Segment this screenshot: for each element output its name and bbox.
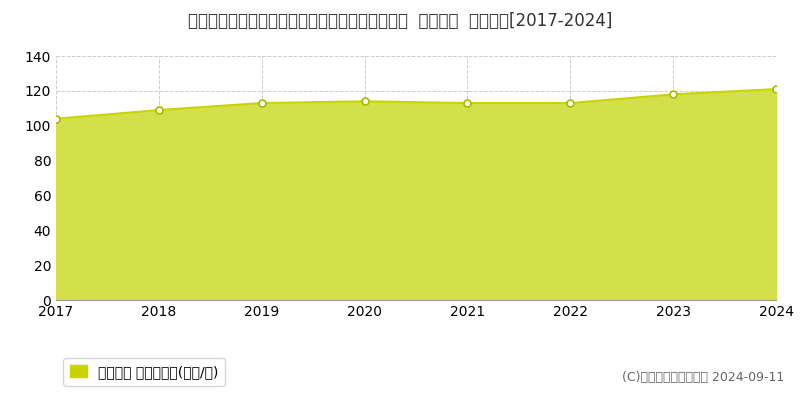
Text: 埼玉県さいたま市中央区鈴谷２丁目７４４番１外  地価公示  地価推移[2017-2024]: 埼玉県さいたま市中央区鈴谷２丁目７４４番１外 地価公示 地価推移[2017-20… — [188, 12, 612, 30]
Text: (C)土地価格ドットコム 2024-09-11: (C)土地価格ドットコム 2024-09-11 — [622, 371, 784, 384]
Legend: 地価公示 平均坪単価(万円/坪): 地価公示 平均坪単価(万円/坪) — [63, 358, 225, 386]
